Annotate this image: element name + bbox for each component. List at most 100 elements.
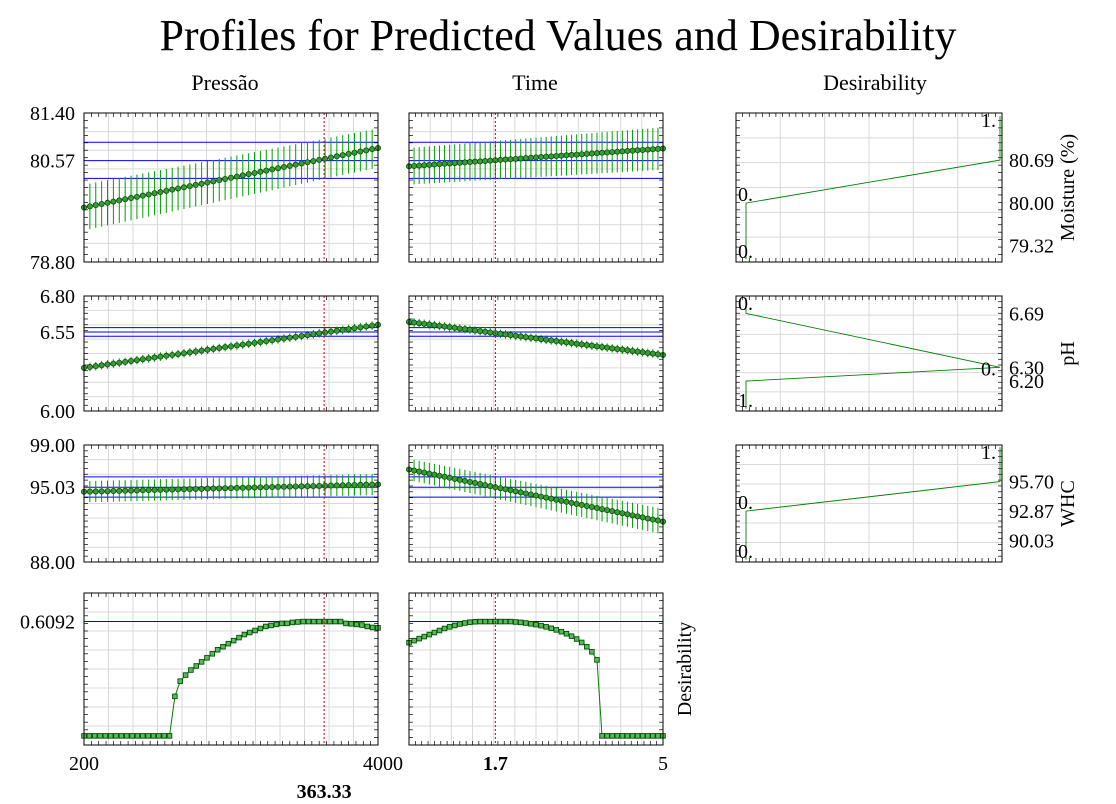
data-point <box>446 624 453 630</box>
data-point <box>451 622 458 629</box>
data-point <box>573 151 580 158</box>
data-point <box>251 169 258 176</box>
data-point <box>573 500 580 507</box>
data-point <box>104 361 111 368</box>
data-point <box>175 351 182 358</box>
profile-panel: 81.40 80.57 78.80 <box>30 103 381 274</box>
data-point <box>502 156 509 163</box>
data-point <box>604 344 611 351</box>
x-tick-label: 0 <box>393 753 403 775</box>
data-point <box>553 496 560 503</box>
data-point <box>421 633 427 640</box>
data-point <box>568 633 575 639</box>
data-point <box>304 332 311 339</box>
data-point <box>327 328 334 335</box>
data-point <box>92 202 99 209</box>
data-point <box>110 198 117 205</box>
panel-frame <box>83 295 379 412</box>
data-point <box>619 148 626 155</box>
data-point <box>548 153 555 160</box>
data-point <box>507 332 514 339</box>
data-point <box>316 156 323 163</box>
data-point <box>343 620 349 627</box>
data-point <box>124 733 130 739</box>
data-point <box>502 486 509 493</box>
data-point <box>411 162 418 169</box>
data-point <box>426 321 433 328</box>
data-point <box>568 499 575 506</box>
data-point <box>507 618 514 625</box>
data-point <box>353 621 360 628</box>
data-point <box>222 485 229 492</box>
data-point <box>568 151 575 158</box>
data-point <box>553 152 560 159</box>
data-point <box>639 349 646 356</box>
data-point <box>593 343 600 350</box>
data-point <box>280 483 287 490</box>
desirability-annotation: 0. <box>738 492 753 514</box>
data-point <box>169 351 176 358</box>
data-point <box>222 344 229 351</box>
data-point <box>157 353 164 360</box>
data-point <box>139 356 146 363</box>
data-point <box>472 480 479 487</box>
data-point <box>451 160 458 167</box>
y-tick-label: 99.00 <box>30 435 75 457</box>
data-point <box>522 334 529 341</box>
right-tick-label: 6.20 <box>1009 371 1044 393</box>
data-point <box>624 733 631 739</box>
panel-frame <box>735 112 1003 263</box>
desirability-function-panel: 0. 1. 0. 6.69 6.306.20 pH <box>735 293 1079 412</box>
data-point <box>198 347 205 354</box>
data-point <box>487 329 494 336</box>
data-point <box>322 155 329 162</box>
data-point <box>502 331 509 338</box>
data-point <box>345 326 352 333</box>
data-point <box>497 156 504 163</box>
data-point <box>92 363 99 370</box>
data-point <box>175 185 182 192</box>
data-point <box>588 150 595 157</box>
data-point <box>654 517 661 524</box>
data-point <box>543 336 550 343</box>
overall-desirability-panel: 0 1.7 5 Desirability <box>393 592 696 775</box>
y-tick-label: 0.6092 <box>20 612 75 634</box>
data-point <box>512 619 519 625</box>
right-tick-label: 92.87 <box>1009 501 1054 523</box>
data-point <box>298 160 305 167</box>
data-point <box>654 145 661 152</box>
data-point <box>604 733 610 739</box>
data-point <box>222 175 229 182</box>
data-point <box>327 482 334 489</box>
data-point <box>339 152 346 159</box>
profile-panel <box>405 295 667 412</box>
data-point <box>98 362 105 369</box>
data-point <box>548 495 555 502</box>
data-point <box>186 183 193 190</box>
data-point <box>466 326 473 333</box>
data-point <box>110 488 117 495</box>
data-point <box>563 152 570 159</box>
data-point <box>351 325 358 332</box>
data-point <box>517 155 524 162</box>
data-point <box>451 475 458 482</box>
data-point <box>233 173 240 180</box>
data-point <box>411 637 417 644</box>
data-point <box>172 693 178 700</box>
data-point <box>369 322 376 329</box>
data-point <box>311 618 317 625</box>
data-point <box>227 485 234 492</box>
data-point <box>210 485 217 492</box>
data-point <box>268 622 274 629</box>
data-point <box>139 192 146 199</box>
data-point <box>543 624 549 630</box>
data-point <box>210 345 217 352</box>
data-point <box>563 498 570 505</box>
data-point <box>298 332 305 339</box>
right-tick-label: 90.03 <box>1009 531 1054 553</box>
data-point <box>104 199 111 206</box>
data-point <box>348 621 355 627</box>
data-point <box>533 621 539 628</box>
